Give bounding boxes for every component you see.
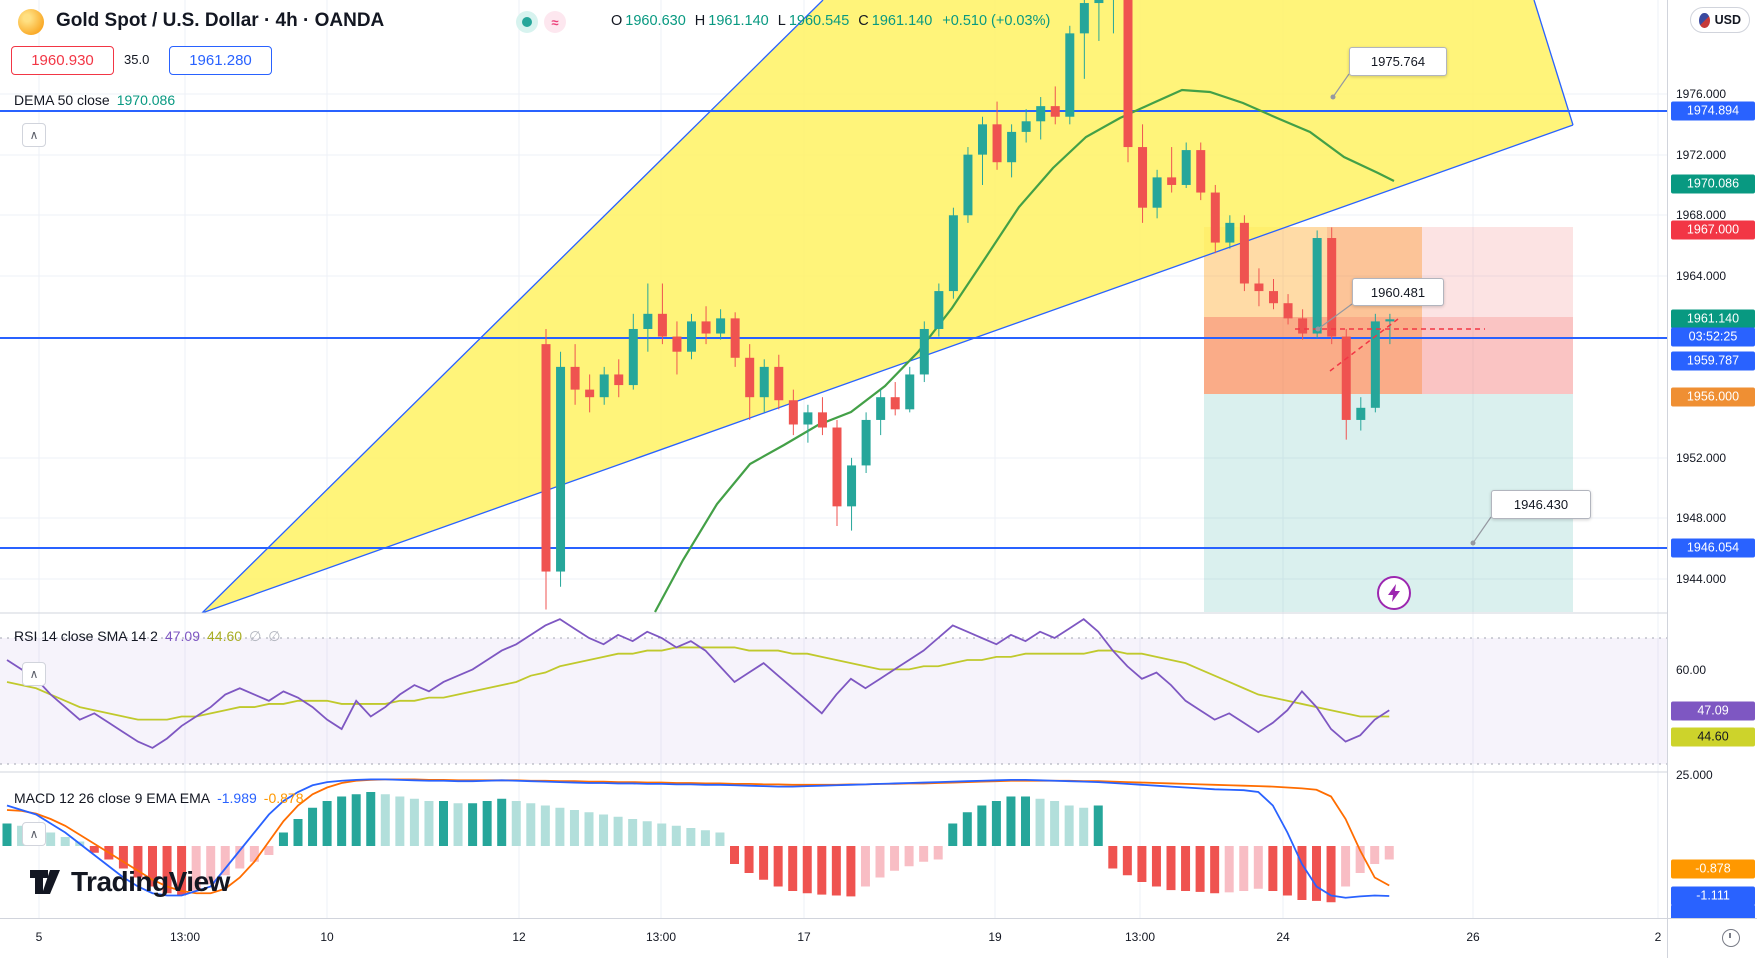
time-axis[interactable]: 5 13:00 10 12 13:00 17 19 13:00 24 26 2 — [0, 918, 1667, 958]
price-axis-badge: 1961.140 — [1671, 309, 1755, 329]
ohlc-value: 1960.545 — [788, 13, 850, 29]
legend-value: DEMA 50 close — [14, 92, 110, 108]
legend-value: RSI 14 close SMA 14 2 — [14, 628, 158, 644]
price-axis-badge: 1967.000 — [1671, 220, 1755, 240]
market-status-dot-icon[interactable] — [516, 11, 538, 33]
tradingview-wordmark: TradingView — [71, 866, 230, 897]
tradingview-mark-icon — [30, 870, 60, 894]
lightning-icon — [1377, 576, 1411, 610]
price-axis-label: 1968.000 — [1676, 208, 1727, 222]
ohlc-value: 1960.630 — [625, 13, 686, 29]
symbol-title[interactable]: Gold Spot / U.S. Dollar · 4h · OANDA — [56, 10, 385, 31]
price-axis-label: 1964.000 — [1676, 269, 1727, 283]
currency-label: USD — [1714, 13, 1741, 27]
price-axis-badge: 1970.086 — [1671, 174, 1755, 194]
time-axis-label: 26 — [1466, 930, 1480, 944]
price-axis-badge: 1956.000 — [1671, 387, 1755, 407]
time-axis-label: 19 — [988, 930, 1002, 944]
price-axis-label: 1952.000 — [1676, 451, 1727, 465]
collapse-rsi-pane-button[interactable]: ∧ — [22, 662, 46, 686]
time-axis-label: 13:00 — [645, 930, 677, 944]
collapse-main-pane-button[interactable]: ∧ — [22, 123, 46, 147]
axis-corner — [1667, 918, 1757, 958]
price-callout[interactable]: 1960.481 — [1352, 278, 1444, 306]
legend-value: 1970.086 — [116, 92, 176, 108]
legend-value: 44.60 — [207, 628, 243, 644]
ohlc-values: O 1960.630 H 1961.140 L 1960.545 C 1961.140 +0.5… — [602, 13, 1050, 29]
time-axis-label: 24 — [1276, 930, 1290, 944]
indicator-legend-rsi[interactable]: RSI 14 close SMA 14 2 47.09 44.60 ∅ ∅ — [14, 628, 287, 645]
time-axis-label: 10 — [320, 930, 334, 944]
usd-flag-icon — [1699, 12, 1710, 28]
price-axis-badge — [1671, 904, 1755, 918]
price-axis-badge: 1959.787 — [1671, 351, 1755, 371]
indicator-legend-dema[interactable]: DEMA 50 close 1970.086 — [14, 92, 182, 108]
time-axis-label: 17 — [797, 930, 811, 944]
price-axis-label: 60.00 — [1676, 663, 1707, 677]
time-axis-label: 13:00 — [169, 930, 201, 944]
time-axis-label: 2 — [1654, 930, 1662, 944]
ohlc-letter: H — [694, 13, 706, 29]
price-axis-badge: 47.09 — [1671, 701, 1755, 721]
price-axis-badge: 44.60 — [1671, 727, 1755, 747]
spread-value: 35.0 — [124, 52, 150, 67]
legend-value: -1.989 — [217, 790, 257, 806]
sell-button[interactable]: 1960.930 — [11, 46, 114, 75]
price-callout[interactable]: 1975.764 — [1349, 47, 1447, 76]
symbol-header: Gold Spot / U.S. Dollar · 4h · OANDA ≈ O… — [0, 8, 1660, 38]
price-axis-badge: 03:52:25 — [1671, 327, 1755, 347]
legend-value: -0.878 — [263, 790, 304, 806]
collapse-macd-pane-button[interactable]: ∧ — [22, 822, 46, 846]
legend-value: ∅ — [268, 628, 281, 644]
time-axis-label: 13:00 — [1124, 930, 1156, 944]
price-axis-label: 25.000 — [1676, 768, 1713, 782]
indicator-legend-macd[interactable]: MACD 12 26 close 9 EMA EMA -1.989 -0.878 — [14, 790, 310, 806]
price-axis-label: 1944.000 — [1676, 572, 1727, 586]
price-axis-badge: 1974.894 — [1671, 101, 1755, 121]
time-axis-label: 5 — [35, 930, 43, 944]
gold-symbol-icon — [18, 9, 44, 35]
price-callout[interactable]: 1946.430 — [1491, 490, 1591, 519]
tradingview-logo[interactable]: TradingView — [28, 866, 230, 898]
ohlc-value: 1961.140 — [708, 13, 769, 29]
wave-icon[interactable]: ≈ — [544, 11, 566, 33]
currency-toggle-button[interactable]: USD — [1690, 7, 1750, 33]
price-axis-label: 1972.000 — [1676, 148, 1727, 162]
ohlc-letter: L — [777, 13, 786, 29]
time-axis-label: 12 — [512, 930, 526, 944]
price-axis-label: 1976.000 — [1676, 87, 1727, 101]
ohlc-letter: C — [858, 13, 869, 29]
timezone-clock-icon[interactable] — [1722, 929, 1740, 947]
buy-button[interactable]: 1961.280 — [169, 46, 272, 75]
price-axis-badge: 1946.054 — [1671, 538, 1755, 558]
legend-value: ∅ — [249, 628, 262, 644]
chart-canvas[interactable] — [0, 0, 1667, 918]
ohlc-letter: O — [611, 13, 623, 29]
price-axis[interactable]: 1976.000 1974.894 1972.000 1970.086 1968.000… — [1667, 0, 1757, 918]
change-value: +0.510 (+0.03%) — [942, 13, 1051, 29]
price-axis-badge: -1.111 — [1671, 886, 1755, 906]
legend-value: MACD 12 26 close 9 EMA EMA — [14, 790, 211, 806]
price-axis-label: 1948.000 — [1676, 511, 1727, 525]
legend-value: 47.09 — [164, 628, 201, 644]
ohlc-value: 1961.140 — [871, 13, 933, 29]
price-axis-badge: -0.878 — [1671, 859, 1755, 879]
